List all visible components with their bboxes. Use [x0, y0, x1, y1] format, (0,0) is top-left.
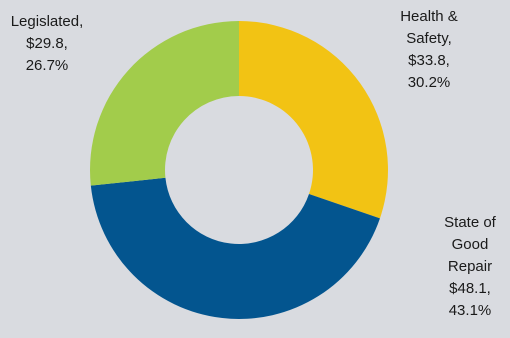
slice-label-legislated: Legislated, $29.8, 26.7%	[0, 11, 94, 77]
slice-legislated	[89, 21, 239, 186]
slice-label-health-safety: Health & Safety, $33.8, 30.2%	[381, 6, 477, 94]
slice-label-line: Repair	[447, 258, 493, 275]
slice-label-line: Health &	[400, 8, 458, 25]
slice-label-line: 43.1%	[448, 302, 492, 319]
slice-label-line: 26.7%	[25, 57, 69, 74]
slice-label-line: $29.8,	[26, 35, 68, 52]
slice-label-line: $33.8,	[408, 52, 450, 69]
slice-label-line: $48.1,	[449, 280, 491, 297]
slice-health-safety	[239, 21, 388, 219]
slice-label-line: Good	[451, 236, 489, 253]
slice-state-of-good-repair	[90, 177, 380, 319]
slice-label-state-of-good-repair: State of Good Repair $48.1, 43.1%	[428, 212, 510, 322]
slice-label-line: State of	[444, 214, 496, 231]
slice-label-line: Safety,	[406, 30, 452, 47]
slice-label-line: Legislated,	[10, 13, 84, 30]
slice-label-line: 30.2%	[407, 74, 451, 91]
